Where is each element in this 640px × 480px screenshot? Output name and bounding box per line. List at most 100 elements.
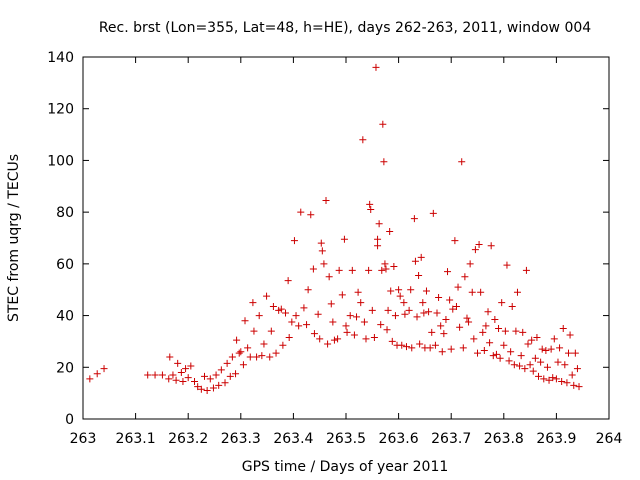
data-point — [309, 265, 317, 273]
data-point — [365, 266, 373, 274]
data-point — [357, 299, 365, 307]
data-point — [223, 359, 231, 367]
data-point — [552, 375, 560, 383]
data-point — [575, 383, 583, 391]
data-point — [279, 341, 287, 349]
chart-title: Rec. brst (Lon=355, Lat=48, h=HE), days … — [99, 20, 591, 36]
data-point — [169, 371, 177, 379]
data-point — [466, 260, 474, 268]
data-point — [496, 354, 504, 362]
data-point — [158, 371, 166, 379]
data-point — [550, 335, 558, 343]
data-point — [500, 341, 508, 349]
data-point — [343, 328, 351, 336]
data-point — [217, 366, 225, 374]
data-point — [540, 375, 548, 383]
y-tick-label: 140 — [47, 50, 74, 66]
x-tick-label: 263.6 — [379, 431, 419, 447]
data-point — [249, 299, 257, 307]
data-point — [388, 337, 396, 345]
x-tick-label: 263.1 — [116, 431, 156, 447]
x-tick-label: 263 — [70, 431, 97, 447]
data-point — [384, 306, 392, 314]
x-axis-label: GPS time / Days of year 2011 — [242, 459, 449, 475]
data-point — [558, 378, 566, 386]
data-point — [451, 237, 459, 245]
data-point — [447, 345, 455, 353]
data-point — [187, 362, 195, 370]
data-point — [438, 348, 446, 356]
data-point — [435, 293, 443, 301]
data-point — [395, 286, 403, 294]
data-point — [335, 266, 343, 274]
data-point — [503, 261, 511, 269]
data-point — [346, 312, 354, 320]
data-point — [303, 321, 311, 329]
data-point — [507, 348, 515, 356]
data-point — [377, 321, 385, 329]
data-point — [549, 374, 557, 382]
data-point — [400, 299, 408, 307]
data-point — [253, 353, 261, 361]
data-point — [232, 370, 240, 378]
data-point — [538, 345, 546, 353]
data-point — [413, 313, 421, 321]
data-point — [317, 239, 325, 247]
data-point — [320, 260, 328, 268]
y-axis-label: STEC from uqrg / TECUs — [6, 154, 22, 322]
data-point — [244, 344, 252, 352]
data-point — [533, 334, 541, 342]
data-point — [513, 288, 521, 296]
data-point — [415, 271, 423, 279]
data-point — [194, 383, 202, 391]
data-point — [197, 385, 205, 393]
data-point — [420, 309, 428, 317]
x-tick-label: 263.3 — [221, 431, 261, 447]
data-point — [452, 303, 460, 311]
data-point — [405, 306, 413, 314]
data-point — [191, 378, 199, 386]
data-point — [360, 318, 368, 326]
data-point — [431, 341, 439, 349]
data-point — [459, 344, 467, 352]
data-point — [314, 310, 322, 318]
data-point — [100, 365, 108, 373]
data-point — [442, 315, 450, 323]
data-point — [338, 291, 346, 299]
data-point — [391, 312, 399, 320]
data-point — [566, 331, 574, 339]
data-point — [543, 363, 551, 371]
data-point — [470, 335, 478, 343]
data-point — [250, 327, 258, 335]
data-point — [571, 349, 579, 357]
data-point — [419, 299, 427, 307]
data-point — [474, 349, 481, 357]
data-point — [235, 349, 243, 357]
data-point — [522, 266, 530, 274]
data-point — [374, 235, 382, 243]
data-point — [353, 313, 361, 321]
data-point — [526, 361, 534, 369]
data-point — [325, 273, 333, 281]
data-point — [260, 340, 268, 348]
data-point — [177, 368, 185, 376]
data-point — [172, 376, 180, 384]
data-point — [463, 314, 471, 322]
data-point — [179, 378, 187, 386]
data-point — [398, 341, 406, 349]
data-point — [563, 379, 571, 387]
data-point — [531, 354, 539, 362]
data-point — [277, 305, 285, 313]
data-point — [475, 240, 483, 248]
data-point — [417, 253, 425, 261]
data-point — [324, 340, 332, 348]
data-point — [329, 318, 337, 326]
data-point — [370, 334, 378, 342]
data-point — [554, 358, 562, 366]
data-point — [233, 336, 241, 344]
y-tick-label: 0 — [65, 412, 74, 428]
data-point — [330, 336, 338, 344]
data-point — [246, 353, 254, 361]
x-tick-label: 263.7 — [431, 431, 471, 447]
